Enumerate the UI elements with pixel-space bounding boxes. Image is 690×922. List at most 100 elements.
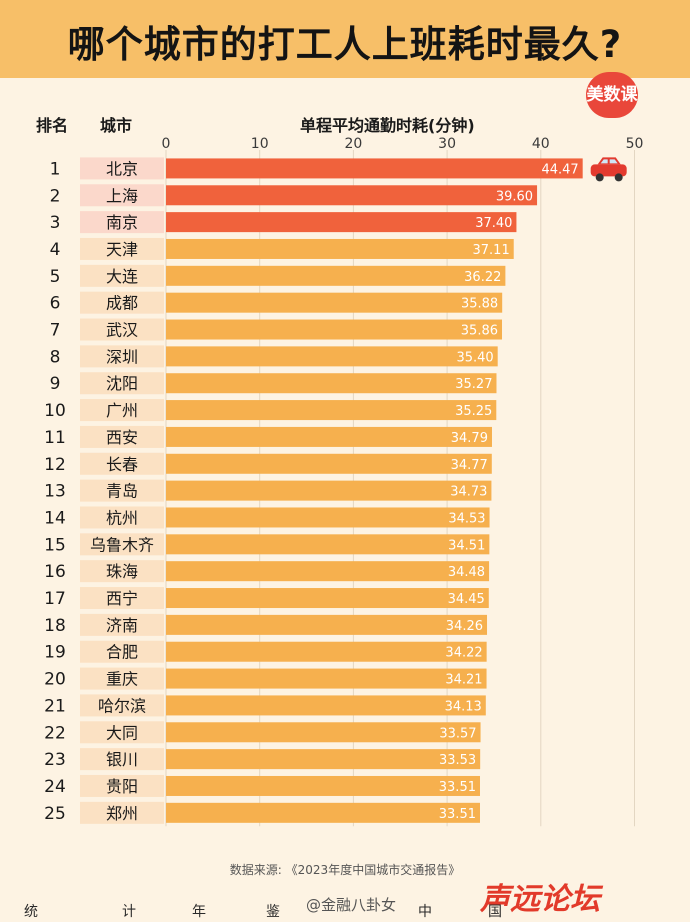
bar <box>166 668 487 689</box>
city-cell <box>80 425 164 448</box>
rank-label: 9 <box>50 374 61 394</box>
city-cell <box>80 211 164 234</box>
city-cell <box>80 399 164 422</box>
rank-label: 6 <box>50 294 61 314</box>
value-label: 39.60 <box>496 189 533 204</box>
footer-char: 鉴 <box>266 904 280 920</box>
city-cell <box>80 774 164 797</box>
value-label: 34.45 <box>448 592 485 607</box>
rank-label: 22 <box>44 723 66 743</box>
rank-label: 25 <box>44 804 66 824</box>
city-label: 合肥 <box>106 643 138 662</box>
x-tick-label: 20 <box>344 136 362 152</box>
rank-label: 14 <box>44 508 66 528</box>
value-label: 33.57 <box>439 726 476 741</box>
bar <box>166 507 490 528</box>
city-cell <box>80 694 164 717</box>
city-label: 郑州 <box>106 804 138 823</box>
bar <box>166 400 497 421</box>
bar <box>166 695 486 716</box>
city-cell <box>80 452 164 475</box>
bar <box>166 319 503 340</box>
footer-strip: 统 计 年 鉴 中 国 <box>0 893 690 922</box>
value-label: 33.53 <box>439 753 476 768</box>
rank-label: 24 <box>44 777 66 797</box>
city-cell <box>80 613 164 636</box>
rank-label: 18 <box>44 616 66 636</box>
city-cell <box>80 345 164 368</box>
bar <box>166 426 492 447</box>
value-label: 37.11 <box>473 243 510 258</box>
source-note: 数据来源: 《2023年度中国城市交通报告》 <box>229 863 461 877</box>
city-label: 乌鲁木齐 <box>90 535 154 554</box>
value-label: 34.22 <box>445 646 482 661</box>
rank-label: 8 <box>50 347 61 367</box>
page-title: 哪个城市的打工人上班耗时最久? <box>67 23 623 66</box>
footer-char: 统 <box>24 904 38 920</box>
city-label: 重庆 <box>106 670 138 689</box>
city-label: 上海 <box>106 186 138 205</box>
city-label: 贵阳 <box>106 777 138 796</box>
city-label: 哈尔滨 <box>98 696 146 715</box>
rank-label: 21 <box>44 696 66 716</box>
footer-char: 计 <box>122 904 136 920</box>
x-tick-label: 40 <box>532 136 550 152</box>
city-label: 西宁 <box>106 589 138 608</box>
city-cell <box>80 318 164 341</box>
city-cell <box>80 640 164 663</box>
title-band <box>0 0 690 78</box>
bar <box>166 265 506 286</box>
x-tick-label: 50 <box>626 136 644 152</box>
city-label: 广州 <box>106 401 138 420</box>
bar <box>166 641 487 662</box>
value-label: 33.51 <box>439 807 476 822</box>
bar <box>166 292 503 313</box>
city-label: 西安 <box>106 428 138 447</box>
rank-label: 10 <box>44 401 66 421</box>
city-cell <box>80 560 164 583</box>
value-label: 34.21 <box>445 673 482 688</box>
value-label: 35.88 <box>461 297 498 312</box>
value-label: 44.47 <box>541 162 578 177</box>
x-tick-label: 10 <box>251 136 269 152</box>
city-label: 青岛 <box>106 482 138 501</box>
weibo-watermark: @金融八卦女 <box>306 896 397 914</box>
rank-label: 3 <box>50 213 61 233</box>
city-label: 济南 <box>106 616 138 635</box>
city-cell <box>80 506 164 529</box>
car-window <box>609 159 618 164</box>
bar <box>166 346 498 367</box>
rank-label: 17 <box>44 589 66 609</box>
city-label: 大同 <box>106 723 138 742</box>
city-label: 天津 <box>106 240 138 259</box>
bar <box>166 480 492 501</box>
city-label: 长春 <box>106 455 138 474</box>
rank-label: 4 <box>50 240 61 260</box>
footer-char: 年 <box>192 904 206 920</box>
city-label: 珠海 <box>106 562 138 581</box>
city-label: 沈阳 <box>106 374 138 393</box>
bar <box>166 722 481 743</box>
city-cell <box>80 157 164 180</box>
rank-header: 排名 <box>36 116 69 135</box>
x-tick-label: 0 <box>162 136 171 152</box>
value-label: 34.48 <box>448 565 485 580</box>
rank-label: 15 <box>44 535 66 555</box>
value-label: 34.26 <box>446 619 483 634</box>
city-label: 银川 <box>106 750 138 769</box>
rank-label: 13 <box>44 482 66 502</box>
rank-label: 5 <box>50 267 61 287</box>
city-label: 南京 <box>106 213 138 232</box>
bar <box>166 185 538 206</box>
rank-label: 16 <box>44 562 66 582</box>
city-cell <box>80 748 164 771</box>
city-cell <box>80 291 164 314</box>
metric-header: 单程平均通勤时耗(分钟) <box>300 116 475 135</box>
value-label: 35.40 <box>456 350 493 365</box>
x-tick-label: 30 <box>438 136 456 152</box>
value-label: 37.40 <box>475 216 512 231</box>
value-label: 35.27 <box>455 377 492 392</box>
value-label: 34.13 <box>445 699 482 714</box>
city-cell <box>80 479 164 502</box>
